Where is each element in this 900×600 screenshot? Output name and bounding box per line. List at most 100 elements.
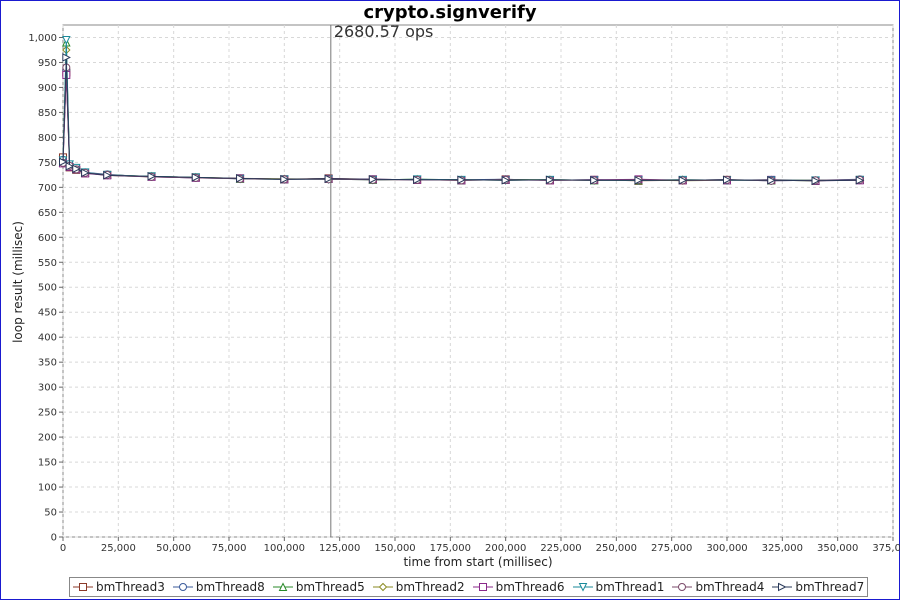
legend-marker (578, 583, 587, 592)
y-tick-label: 900 (38, 83, 57, 94)
data-point (457, 175, 467, 185)
chart-title: crypto.signverify (363, 2, 536, 23)
legend-label: bmThread3 (96, 580, 165, 594)
legend-label: bmThread5 (295, 580, 365, 594)
data-point (501, 176, 511, 185)
legend-item: bmThread5 (272, 580, 365, 594)
x-tick-label: 350,000 (817, 543, 858, 554)
data-point (65, 162, 75, 171)
data-point (62, 53, 71, 62)
y-tick-label: 650 (38, 208, 57, 219)
y-tick-label: 500 (38, 283, 57, 294)
legend-symbol (772, 582, 793, 592)
x-tick-label: 125,000 (319, 543, 360, 554)
x-tick-label: 300,000 (706, 543, 747, 554)
data-point (368, 175, 378, 184)
y-tick-label: 700 (38, 183, 57, 194)
x-tick-label: 100,000 (264, 543, 305, 554)
legend-symbol (372, 582, 393, 592)
x-tick-label: 25,000 (101, 543, 136, 554)
legend-label: bmThread1 (595, 580, 665, 594)
data-point (147, 172, 157, 181)
legend-item: bmThread8 (172, 580, 265, 594)
data-point (280, 175, 289, 184)
data-point (811, 176, 821, 186)
legend-marker (79, 583, 87, 591)
data-point (62, 35, 71, 45)
x-tick-label: 275,000 (651, 543, 692, 554)
x-tick-label: 250,000 (596, 543, 637, 554)
y-tick-label: 50 (44, 508, 57, 519)
y-axis-title: loop result (millisec) (11, 221, 25, 343)
data-point (723, 175, 732, 185)
x-axis-ticks: 0 25,000 50,000 75,000 100,000 125,000 150,000… (60, 537, 900, 554)
x-tick-label: 175,000 (430, 543, 471, 554)
legend-item: bmThread4 (672, 580, 764, 594)
data-point (324, 174, 334, 184)
legend-marker (278, 582, 288, 591)
x-tick-label: 225,000 (540, 543, 581, 554)
series-layer (58, 35, 865, 186)
legend-item: bmThread2 (372, 580, 465, 594)
data-point (767, 176, 776, 185)
y-tick-label: 300 (38, 383, 57, 394)
data-point (191, 173, 201, 182)
y-axis-ticks: 0 50 100 150 200 250 300 350 400 450 500 550 600 650 7… (28, 33, 63, 544)
legend-symbol (672, 583, 693, 591)
x-tick-label: 325,000 (762, 543, 803, 554)
data-point (413, 175, 422, 185)
y-tick-label: 350 (38, 358, 57, 369)
ops-marker-label: 2680.57 ops (334, 22, 434, 41)
data-point (855, 176, 865, 185)
legend-symbol (272, 582, 293, 591)
legend-label: bmThread2 (395, 580, 465, 594)
y-tick-label: 400 (38, 333, 57, 344)
x-tick-label: 150,000 (374, 543, 415, 554)
data-point (236, 174, 245, 183)
y-tick-label: 200 (38, 433, 57, 444)
legend-label: bmThread8 (195, 580, 265, 594)
y-tick-label: 450 (38, 308, 57, 319)
x-tick-label: 375,000 (872, 543, 900, 554)
legend-marker (178, 583, 187, 591)
legend-label: bmThread6 (495, 580, 565, 594)
legend: bmThread3 bmThread8 bmThread5 bmThread2 bmTh… (69, 577, 869, 597)
legend-marker (678, 583, 687, 591)
legend-symbol (572, 583, 593, 592)
x-tick-label: 50,000 (156, 543, 191, 554)
legend-symbol (472, 583, 493, 591)
legend-label: bmThread4 (695, 580, 765, 594)
legend-item: bmThread3 (73, 580, 165, 594)
y-tick-label: 850 (38, 108, 57, 119)
y-tick-label: 0 (51, 533, 57, 544)
y-tick-label: 150 (38, 458, 57, 469)
x-axis-title: time from start (millisec) (403, 555, 552, 569)
legend-item: bmThread6 (472, 580, 565, 594)
y-tick-label: 750 (38, 158, 57, 169)
legend-item: bmThread7 (772, 580, 864, 594)
y-tick-label: 600 (38, 233, 57, 244)
data-point (81, 168, 90, 178)
legend-symbol (172, 583, 193, 591)
legend-marker (778, 582, 787, 592)
data-point (590, 176, 599, 185)
y-tick-label: 100 (38, 483, 57, 494)
grid-lines (62, 25, 894, 538)
x-tick-label: 0 (60, 543, 66, 554)
data-point (545, 175, 555, 185)
series-bmThread7 (59, 53, 865, 186)
data-point (72, 164, 81, 174)
data-point (103, 171, 112, 180)
x-tick-label: 200,000 (485, 543, 526, 554)
legend-label: bmThread7 (795, 580, 865, 594)
data-point (634, 176, 644, 185)
legend-item: bmThread1 (572, 580, 665, 594)
legend-marker (478, 583, 487, 591)
legend-symbol (73, 583, 93, 591)
x-tick-label: 75,000 (212, 543, 247, 554)
y-tick-label: 800 (38, 133, 57, 144)
y-tick-label: 1,000 (28, 33, 57, 44)
plot-area (62, 24, 894, 538)
y-tick-label: 950 (38, 58, 57, 69)
